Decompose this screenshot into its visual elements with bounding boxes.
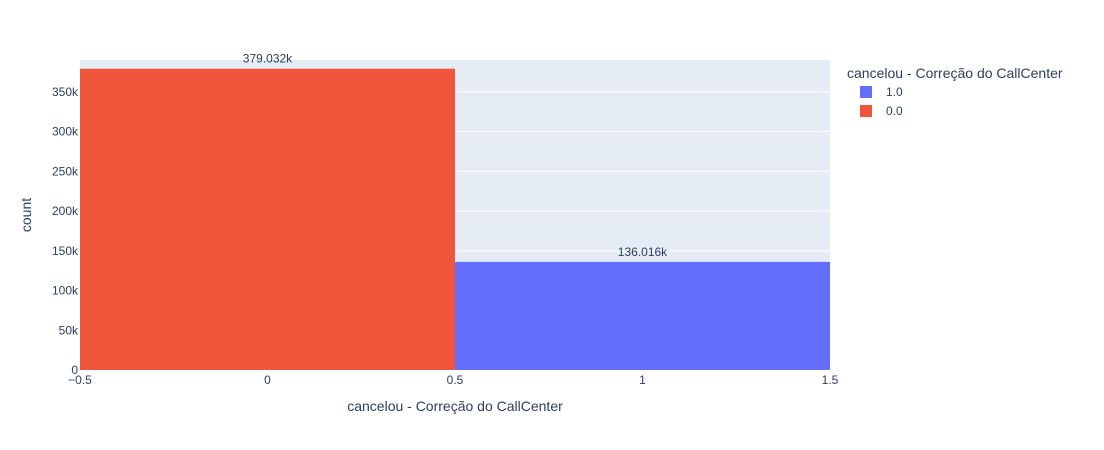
y-tick-label: 300k <box>52 125 79 139</box>
y-tick-label: 200k <box>52 204 79 218</box>
y-tick-label: 250k <box>52 164 79 178</box>
x-axis-ticks: −0.5 0 0.5 1 1.5 <box>68 373 839 387</box>
x-tick-label: 0.5 <box>447 373 464 387</box>
y-axis-title: count <box>18 198 34 232</box>
legend-swatch[interactable] <box>860 86 872 98</box>
y-tick-label: 100k <box>52 284 79 298</box>
legend-title: cancelou - Correção do CallCenter <box>847 65 1063 81</box>
bar-data-label: 136.016k <box>618 245 668 259</box>
legend: cancelou - Correção do CallCenter 1.00.0 <box>847 65 1063 118</box>
y-tick-label: 0 <box>71 363 78 377</box>
legend-items: 1.00.0 <box>860 85 903 118</box>
bar-1.0 <box>455 261 830 370</box>
x-axis-title: cancelou - Correção do CallCenter <box>347 398 563 414</box>
y-tick-label: 350k <box>52 85 79 99</box>
bars <box>80 68 830 371</box>
legend-label[interactable]: 1.0 <box>886 85 903 99</box>
bar-data-labels: 136.016k 379.032k <box>243 52 668 259</box>
y-tick-label: 50k <box>59 323 79 337</box>
x-tick-label: 0 <box>264 373 271 387</box>
y-tick-label: 150k <box>52 244 79 258</box>
bar-data-label: 379.032k <box>243 52 293 66</box>
x-tick-label: 1 <box>639 373 646 387</box>
y-axis-ticks: 0 50k 100k 150k 200k 250k 300k 350k <box>52 85 79 377</box>
bar-0.0 <box>80 68 455 371</box>
legend-label[interactable]: 0.0 <box>886 104 903 118</box>
legend-swatch[interactable] <box>860 105 872 117</box>
x-tick-label: 1.5 <box>822 373 839 387</box>
x-tick-label: −0.5 <box>68 373 92 387</box>
